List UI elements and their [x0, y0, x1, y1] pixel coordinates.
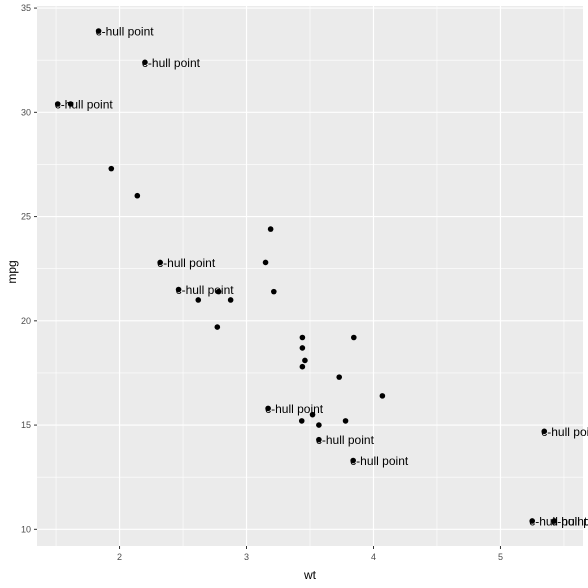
- y-tick-label: 10: [21, 524, 31, 534]
- y-tick-label: 30: [21, 107, 31, 117]
- data-points: [54, 28, 558, 524]
- data-point: [271, 288, 277, 295]
- point-label: c-hull point: [529, 514, 588, 528]
- y-axis-ticks: 10 15 20 25 30 35: [21, 3, 37, 534]
- data-point: [67, 101, 74, 107]
- data-point: [134, 192, 141, 199]
- data-point: [195, 297, 202, 303]
- data-point: [298, 418, 305, 424]
- data-point: [342, 418, 349, 424]
- data-point: [551, 518, 558, 524]
- y-axis-title: mpg: [5, 260, 19, 283]
- point-labels: c-hull point c-hull point c-hull point c-hu…: [55, 25, 588, 529]
- data-point: [265, 405, 271, 412]
- point-label: c-hull point: [157, 256, 216, 270]
- point-label: c-hull point: [55, 97, 114, 111]
- data-point: [299, 363, 306, 370]
- data-point: [215, 288, 222, 295]
- data-point: [108, 165, 115, 172]
- point-label: c-hull point: [551, 514, 588, 528]
- data-point: [262, 259, 269, 266]
- data-point: [379, 393, 386, 399]
- point-label: c-hull point: [96, 25, 155, 39]
- data-point: [227, 297, 234, 303]
- x-tick-label: 4: [371, 552, 376, 562]
- x-axis-title: wt: [303, 568, 317, 582]
- grid-minor-lines: [37, 6, 583, 546]
- data-point: [351, 334, 357, 341]
- data-point: [267, 226, 274, 232]
- data-point: [302, 357, 308, 364]
- x-axis-ticks: 2 3 4 5: [117, 546, 503, 562]
- point-label: c-hull point: [142, 56, 201, 70]
- y-tick-label: 15: [21, 420, 31, 430]
- point-label: c-hull point: [541, 425, 588, 439]
- x-tick-label: 2: [117, 552, 122, 562]
- x-tick-label: 5: [498, 552, 503, 562]
- point-label: c-hull point: [350, 454, 409, 468]
- x-tick-label: 3: [244, 552, 249, 562]
- data-point: [529, 518, 536, 524]
- grid-major-lines: [37, 6, 583, 546]
- y-tick-label: 35: [21, 3, 31, 13]
- point-label: c-hull point: [316, 433, 375, 447]
- data-point: [350, 457, 356, 464]
- y-tick-label: 25: [21, 212, 31, 222]
- data-point: [54, 101, 61, 107]
- data-point: [541, 428, 548, 435]
- data-point: [157, 259, 163, 266]
- point-label: c-hull point: [176, 283, 235, 297]
- data-point: [299, 345, 306, 351]
- data-point: [316, 436, 322, 443]
- data-point: [214, 324, 221, 330]
- data-point: [309, 411, 316, 418]
- data-point: [142, 59, 148, 66]
- point-label: c-hull point: [265, 402, 324, 416]
- data-point: [299, 334, 306, 341]
- y-tick-label: 20: [21, 316, 31, 326]
- data-point: [95, 28, 102, 34]
- data-point: [175, 286, 182, 293]
- data-point: [336, 374, 343, 380]
- data-point: [316, 422, 322, 428]
